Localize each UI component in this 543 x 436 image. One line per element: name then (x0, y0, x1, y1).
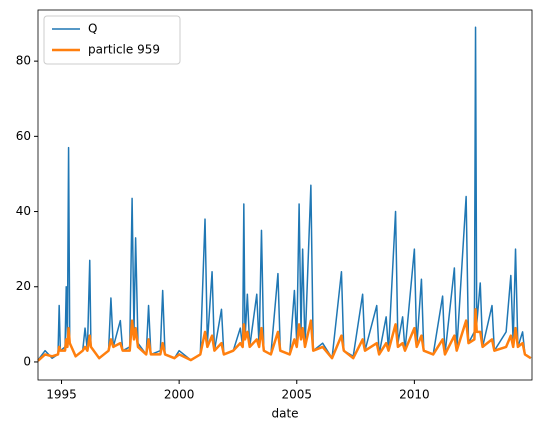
x-tick-label: 2010 (399, 388, 430, 402)
x-tick-label: 2000 (164, 388, 195, 402)
legend-box (43, 15, 181, 65)
series-line (37, 308, 532, 362)
x-axis-label: date (271, 407, 298, 421)
y-tick-label: 80 (16, 54, 31, 68)
y-tick-label: 0 (23, 354, 31, 368)
legend-label: Q (88, 22, 97, 36)
y-tick-label: 60 (16, 129, 31, 143)
x-tick-label: 2005 (281, 388, 312, 402)
series-line (37, 26, 532, 361)
y-tick-label: 40 (16, 204, 31, 218)
y-tick-label: 20 (16, 279, 31, 293)
x-tick-label: 1995 (46, 388, 77, 402)
legend-label: particle 959 (88, 43, 160, 57)
plot-frame (37, 9, 533, 381)
